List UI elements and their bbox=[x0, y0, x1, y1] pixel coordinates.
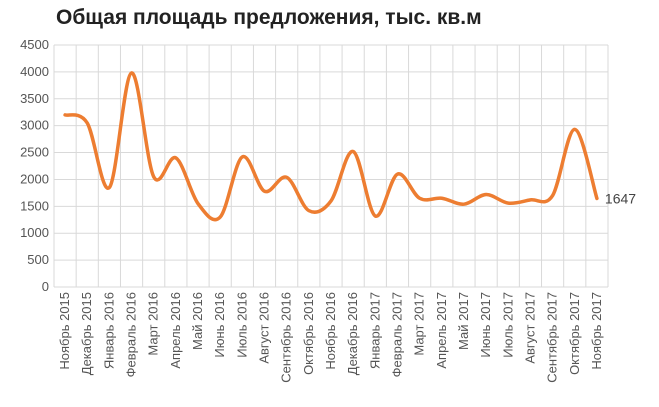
y-tick-label: 2000 bbox=[20, 171, 49, 186]
x-tick-label: Июль 2017 bbox=[500, 292, 515, 358]
x-tick-label: Февраль 2016 bbox=[124, 292, 139, 377]
x-tick-label: Апрель 2016 bbox=[168, 292, 183, 369]
x-tick-label: Март 2016 bbox=[146, 292, 161, 356]
x-axis-ticks: Ноябрь 2015 Декабрь 2015 Январь 2016 Феврал… bbox=[57, 292, 604, 383]
x-tick-label: Май 2017 bbox=[456, 292, 471, 350]
x-tick-label: Январь 2017 bbox=[367, 292, 382, 369]
chart-title: Общая площадь предложения, тыс. кв.м bbox=[56, 6, 482, 29]
y-tick-label: 4000 bbox=[20, 64, 49, 79]
x-tick-label: Ноябрь 2016 bbox=[323, 292, 338, 370]
y-tick-label: 1500 bbox=[20, 198, 49, 213]
series-line bbox=[63, 71, 599, 222]
x-tick-label: Май 2016 bbox=[190, 292, 205, 350]
x-tick-label: Август 2016 bbox=[257, 292, 272, 364]
x-tick-label: Март 2017 bbox=[412, 292, 427, 356]
x-tick-label: Октябрь 2017 bbox=[567, 292, 582, 375]
x-tick-label: Август 2017 bbox=[522, 292, 537, 364]
y-axis-ticks: 0 500 1000 1500 2000 2500 3000 3500 4000 4500 bbox=[20, 37, 49, 294]
grid-layer bbox=[53, 44, 609, 288]
x-tick-label: Ноябрь 2015 bbox=[57, 292, 72, 370]
x-tick-label: Июль 2016 bbox=[234, 292, 249, 358]
x-tick-label: Декабрь 2016 bbox=[345, 292, 360, 375]
x-tick-label: Апрель 2017 bbox=[434, 292, 449, 369]
end-value-label: 1647 bbox=[605, 190, 636, 206]
y-tick-label: 500 bbox=[27, 252, 49, 267]
x-tick-label: Сентябрь 2017 bbox=[545, 292, 560, 383]
y-tick-label: 0 bbox=[42, 279, 49, 294]
x-tick-label: Январь 2016 bbox=[101, 292, 116, 369]
x-tick-label: Февраль 2017 bbox=[389, 292, 404, 377]
x-tick-label: Июнь 2017 bbox=[478, 292, 493, 358]
x-tick-label: Ноябрь 2017 bbox=[589, 292, 604, 370]
x-tick-label: Июнь 2016 bbox=[212, 292, 227, 358]
x-tick-label: Декабрь 2015 bbox=[79, 292, 94, 375]
y-tick-label: 3500 bbox=[20, 91, 49, 106]
y-tick-label: 4500 bbox=[20, 37, 49, 52]
x-tick-label: Сентябрь 2016 bbox=[279, 292, 294, 383]
y-tick-label: 1000 bbox=[20, 225, 49, 240]
x-tick-label: Октябрь 2016 bbox=[301, 292, 316, 375]
y-tick-label: 3000 bbox=[20, 118, 49, 133]
y-tick-label: 2500 bbox=[20, 145, 49, 160]
